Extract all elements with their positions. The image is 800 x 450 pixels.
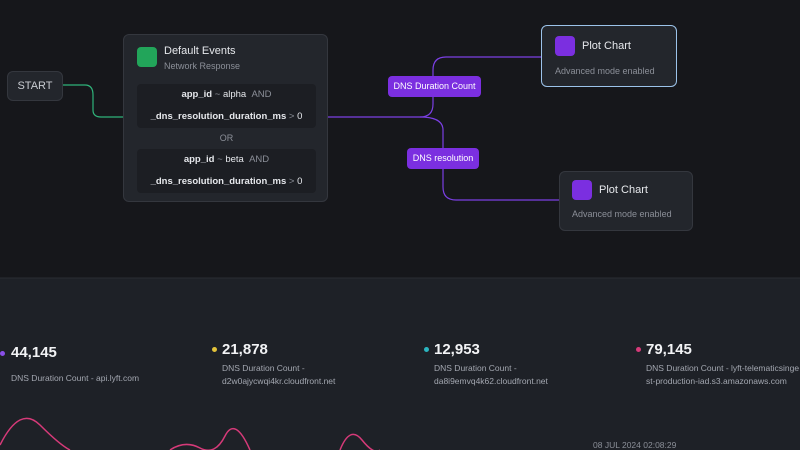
start-node[interactable]: START [7,71,63,101]
stat-label: DNS Duration Count - lyft-telematicsinge… [646,363,800,386]
target-subtitle: Advanced mode enabled [572,209,672,219]
legend-dot [636,347,641,352]
target-subtitle: Advanced mode enabled [555,66,655,76]
source-title: Default Events [164,45,236,57]
op: ~ [217,154,223,165]
target-title: Plot Chart [582,40,631,52]
target-node[interactable] [559,171,693,231]
value: alpha [222,89,247,100]
edge-label[interactable]: DNS Duration Count [388,76,481,97]
target-icon [572,180,592,200]
filter[interactable]: app_id ~ alpha AND _dns_resolution_durat… [137,84,316,128]
filter[interactable]: app_id ~ beta AND _dns_resolution_durati… [137,149,316,193]
join: AND [249,154,270,165]
separator: OR [219,133,234,143]
stat-value: 21,878 [222,341,268,358]
target-icon [555,36,575,56]
value: 0 [297,111,303,122]
sparkline [0,417,380,450]
legend-dot [0,351,5,356]
stat-value: 12,953 [434,341,480,358]
join: AND [251,89,272,100]
stat-value: 44,145 [11,344,57,361]
legend-dot [424,347,429,352]
op: > [288,111,295,122]
target-node[interactable] [541,25,677,87]
stat-value: 79,145 [646,341,692,358]
stat-label: DNS Duration Count - da8i9emvq4k62.cloud… [434,363,548,386]
target-title: Plot Chart [599,184,648,196]
value: beta [225,154,244,165]
op: ~ [214,89,221,100]
value: 0 [297,176,303,187]
edge [419,116,559,201]
field: _dns_resolution_duration_ms [150,111,287,122]
edge-label[interactable]: DNS resolution [407,148,479,169]
panel [0,278,800,450]
source-subtitle: Network Response [164,61,241,71]
source-icon [137,47,157,67]
field: app_id [183,154,215,165]
edge [63,84,123,118]
timestamp: 08 JUL 2024 02:08:29 [593,440,677,450]
op: > [288,176,295,187]
field: app_id [181,89,213,100]
field: _dns_resolution_duration_ms [150,176,287,187]
stat-label: DNS Duration Count - api.lyft.com [11,373,140,383]
legend-dot [212,347,217,352]
stat-label: DNS Duration Count - d2w0ajycwqi4kr.clou… [222,363,336,386]
